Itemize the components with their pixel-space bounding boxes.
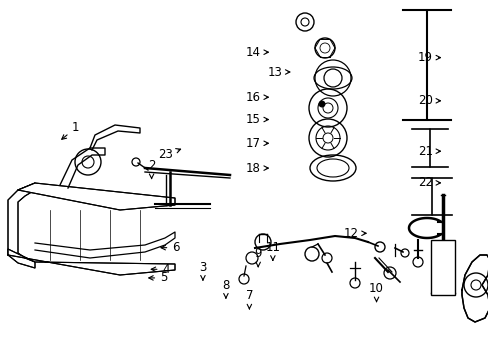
Text: 16: 16 — [245, 91, 268, 104]
Text: 17: 17 — [245, 137, 268, 150]
Text: 13: 13 — [267, 66, 289, 78]
Circle shape — [318, 101, 325, 107]
Text: 1: 1 — [61, 121, 80, 139]
Polygon shape — [18, 183, 175, 210]
Polygon shape — [8, 183, 35, 268]
Text: 12: 12 — [343, 227, 366, 240]
Text: 5: 5 — [148, 271, 167, 284]
Text: 22: 22 — [417, 176, 440, 189]
Text: 9: 9 — [254, 247, 262, 267]
Text: 8: 8 — [222, 279, 229, 298]
Text: 14: 14 — [245, 46, 268, 59]
Text: 23: 23 — [158, 148, 180, 161]
Text: 3: 3 — [199, 261, 206, 280]
Bar — [430, 240, 454, 295]
Text: 20: 20 — [417, 94, 440, 107]
Polygon shape — [8, 249, 175, 275]
Polygon shape — [461, 255, 488, 322]
Text: 15: 15 — [245, 113, 268, 126]
Text: 2: 2 — [147, 159, 155, 179]
Text: 19: 19 — [417, 51, 440, 64]
Text: 7: 7 — [245, 289, 253, 309]
Text: 11: 11 — [265, 241, 280, 260]
Text: 6: 6 — [161, 241, 180, 254]
Text: 4: 4 — [151, 263, 170, 276]
Text: 21: 21 — [417, 145, 440, 158]
Text: 18: 18 — [245, 162, 268, 175]
Text: 10: 10 — [368, 282, 383, 302]
